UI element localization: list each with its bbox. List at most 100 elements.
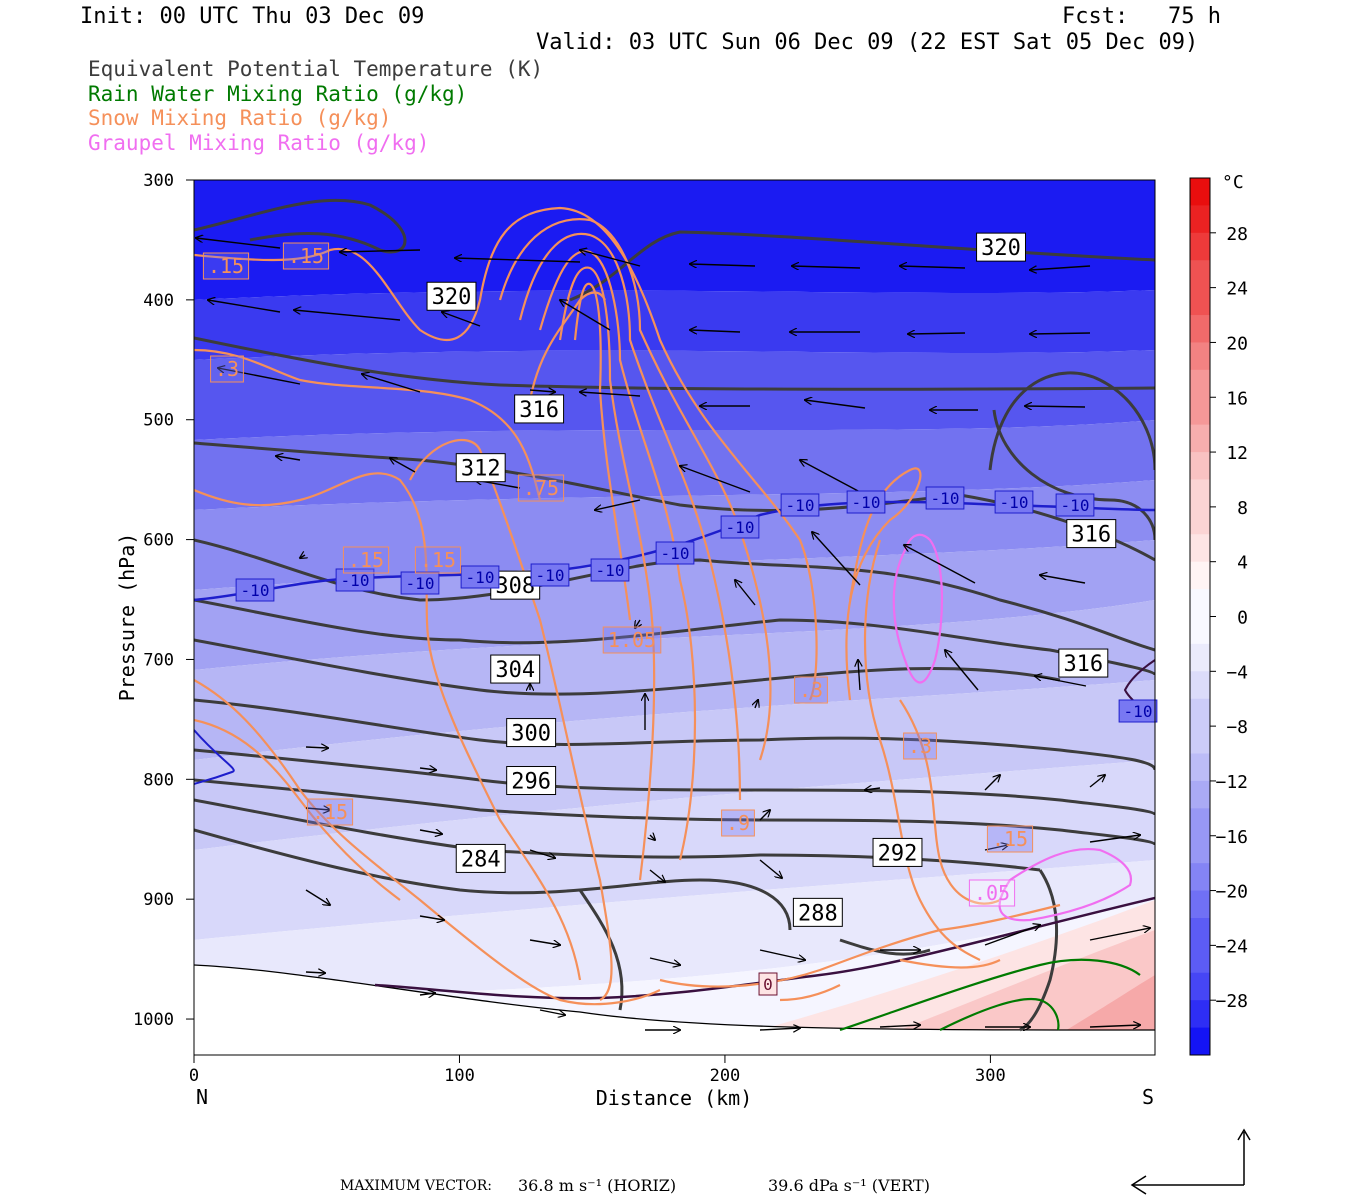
snow-label-box xyxy=(342,546,390,574)
temp-label: -10 xyxy=(655,541,695,565)
wind-vector xyxy=(759,949,805,960)
valid-time: Valid: 03 UTC Sun 06 Dec 09 (22 EST Sat … xyxy=(536,30,1199,55)
snow-label: .15 xyxy=(414,546,462,574)
temp-label: -10 xyxy=(720,515,760,539)
snow-contour xyxy=(899,958,1001,969)
temp-label-box xyxy=(400,571,440,595)
snow-contour xyxy=(194,348,542,501)
snow-label-text: .15 xyxy=(348,548,384,572)
colorbar-cell xyxy=(1190,726,1210,755)
snow-contour xyxy=(528,291,606,401)
temp-label-box xyxy=(925,486,965,510)
init-time: Init: 00 UTC Thu 03 Dec 09 xyxy=(80,4,425,29)
wind-vector xyxy=(879,1025,920,1027)
colorbar-tick-label: −16 xyxy=(1215,827,1248,848)
snow-label: .9 xyxy=(721,809,755,837)
colorbar: 28 24 20 16 12 8 4 0 −4 −8 −12 −16 −20 −24 −28 °C xyxy=(1189,172,1248,1056)
snow-label-text: 1.05 xyxy=(608,628,656,652)
snow-contour xyxy=(194,472,582,981)
wind-vector xyxy=(690,264,756,266)
colorbar-tick-label: −20 xyxy=(1215,882,1248,903)
wind-vector xyxy=(455,258,581,263)
graupel-label-box xyxy=(968,879,1016,907)
colorbar-tick-label: −28 xyxy=(1215,991,1248,1012)
wind-vector xyxy=(300,555,305,558)
wind-vector xyxy=(984,845,1008,851)
temp-band xyxy=(194,290,1155,360)
wind-vector xyxy=(792,266,861,268)
x-end-label-north: N xyxy=(196,1085,208,1109)
theta-e-line xyxy=(988,371,1155,471)
colorbar-cell xyxy=(1190,589,1210,617)
x-axis-label: Distance (km) xyxy=(596,1086,753,1110)
x-tick-label: 300 xyxy=(975,1066,1006,1086)
wind-vector xyxy=(690,330,741,332)
y-tick-label: 600 xyxy=(143,531,174,551)
theta-e-label-text: 320 xyxy=(432,285,472,310)
colorbar-cell xyxy=(1190,260,1210,289)
temp-label-text: -10 xyxy=(931,489,960,508)
theta-e-label-text: 296 xyxy=(511,769,551,794)
snow-contour xyxy=(558,266,656,881)
temp-label-box xyxy=(758,972,778,996)
snow-label: .15 xyxy=(986,825,1034,853)
temp-label: -10 xyxy=(846,490,886,514)
wind-vector xyxy=(904,545,976,584)
snow-label-box xyxy=(517,474,565,502)
temperature-shading xyxy=(193,180,1156,1055)
y-tick-label: 500 xyxy=(143,411,174,431)
temp-label-box xyxy=(994,490,1034,514)
colorbar-cell xyxy=(1190,287,1210,316)
theta-e-label-box xyxy=(506,718,557,748)
wind-vector xyxy=(218,368,301,385)
theta-e-label-box xyxy=(455,843,506,873)
snow-label-box xyxy=(794,676,828,704)
colorbar-cell xyxy=(1190,178,1210,206)
wind-vector xyxy=(1040,575,1086,584)
temp-label-text: -10 xyxy=(1000,493,1029,512)
theta-e-label: 284 xyxy=(455,843,506,873)
wind-vector xyxy=(759,859,782,878)
wind-vector xyxy=(529,939,560,945)
wind-vector xyxy=(390,458,416,473)
wind-vector xyxy=(865,788,881,790)
colorbar-tick-label: 8 xyxy=(1237,498,1248,519)
wind-vector xyxy=(1030,265,1091,270)
x-end-label-south: S xyxy=(1142,1085,1154,1109)
theta-e-label-text: 316 xyxy=(1063,652,1103,677)
colorbar-tick-label: −12 xyxy=(1215,772,1248,793)
colorbar-cell xyxy=(1190,479,1210,508)
temp-label: -10 xyxy=(1055,493,1095,517)
theta-e-label-text: 284 xyxy=(461,847,501,872)
theta-e-label-text: 312 xyxy=(461,457,501,482)
graupel-contours xyxy=(892,533,1133,922)
theta-e-label-box xyxy=(976,232,1026,262)
theta-e-label-text: 320 xyxy=(981,236,1021,261)
wind-vector xyxy=(984,775,1000,791)
colorbar-cell xyxy=(1190,671,1210,700)
rain-contour xyxy=(839,958,1141,1032)
colorbar-unit: °C xyxy=(1222,172,1244,193)
temp-label-text: -10 xyxy=(1124,702,1153,721)
snow-label-box xyxy=(903,732,937,760)
temp-label: -10 xyxy=(235,578,275,602)
colorbar-cell xyxy=(1190,780,1210,809)
snow-label-text: .15 xyxy=(992,827,1028,851)
temp-label-box xyxy=(1118,699,1158,723)
colorbar-cell xyxy=(1190,945,1210,974)
colorbar-tick-label: 20 xyxy=(1226,333,1248,354)
wind-vectors xyxy=(196,238,1150,1030)
colorbar-cell xyxy=(1190,369,1210,398)
temp-label-box xyxy=(720,515,760,539)
snow-label: .15 xyxy=(306,798,354,826)
wind-vector xyxy=(419,768,436,770)
colorbar-cell xyxy=(1190,972,1210,1001)
theta-e-label-box xyxy=(455,453,506,483)
theta-e-label: 316 xyxy=(1066,519,1117,549)
colorbar-cell xyxy=(1190,698,1210,727)
graupel-contour xyxy=(998,848,1133,922)
temp-label-text: -10 xyxy=(1061,496,1090,515)
rain-contour xyxy=(939,998,1060,1031)
temp-band xyxy=(194,600,1155,760)
